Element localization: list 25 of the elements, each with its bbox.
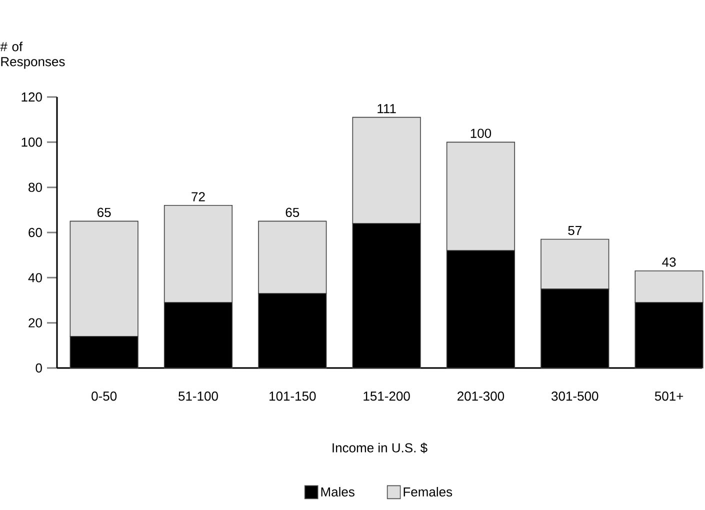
y-axis-title: # of Responses (0, 42, 65, 69)
x-tick-label: 51-100 (178, 392, 218, 401)
y-tick-label: 40 (28, 273, 42, 282)
y-tick-label: 60 (28, 228, 42, 238)
y-tick-label: 80 (28, 182, 42, 192)
total-label: 72 (192, 192, 205, 202)
total-label: 43 (662, 257, 676, 267)
total-label: 111 (378, 104, 396, 114)
x-tick-label: 101-150 (270, 392, 316, 401)
y-tick-label: 100 (22, 138, 42, 147)
x-tick-label: 501+ (654, 392, 684, 401)
y-tick-label: 120 (22, 92, 42, 102)
y-tick-label: 20 (28, 318, 42, 328)
total-label: 65 (286, 208, 300, 218)
total-label: 100 (470, 128, 492, 138)
y-tick-label: 0 (36, 363, 42, 373)
x-tick-label: 301-500 (552, 392, 598, 401)
x-tick-label: 0-50 (92, 392, 117, 401)
x-tick-label: 151-200 (364, 392, 410, 401)
x-tick-label: 201-300 (458, 392, 504, 401)
total-label: 57 (568, 226, 582, 236)
x-axis-title: Income in U.S. $ (332, 442, 428, 454)
total-label: 65 (98, 208, 111, 218)
legend-label: Males (321, 486, 354, 497)
legend-label: Females (404, 486, 452, 497)
